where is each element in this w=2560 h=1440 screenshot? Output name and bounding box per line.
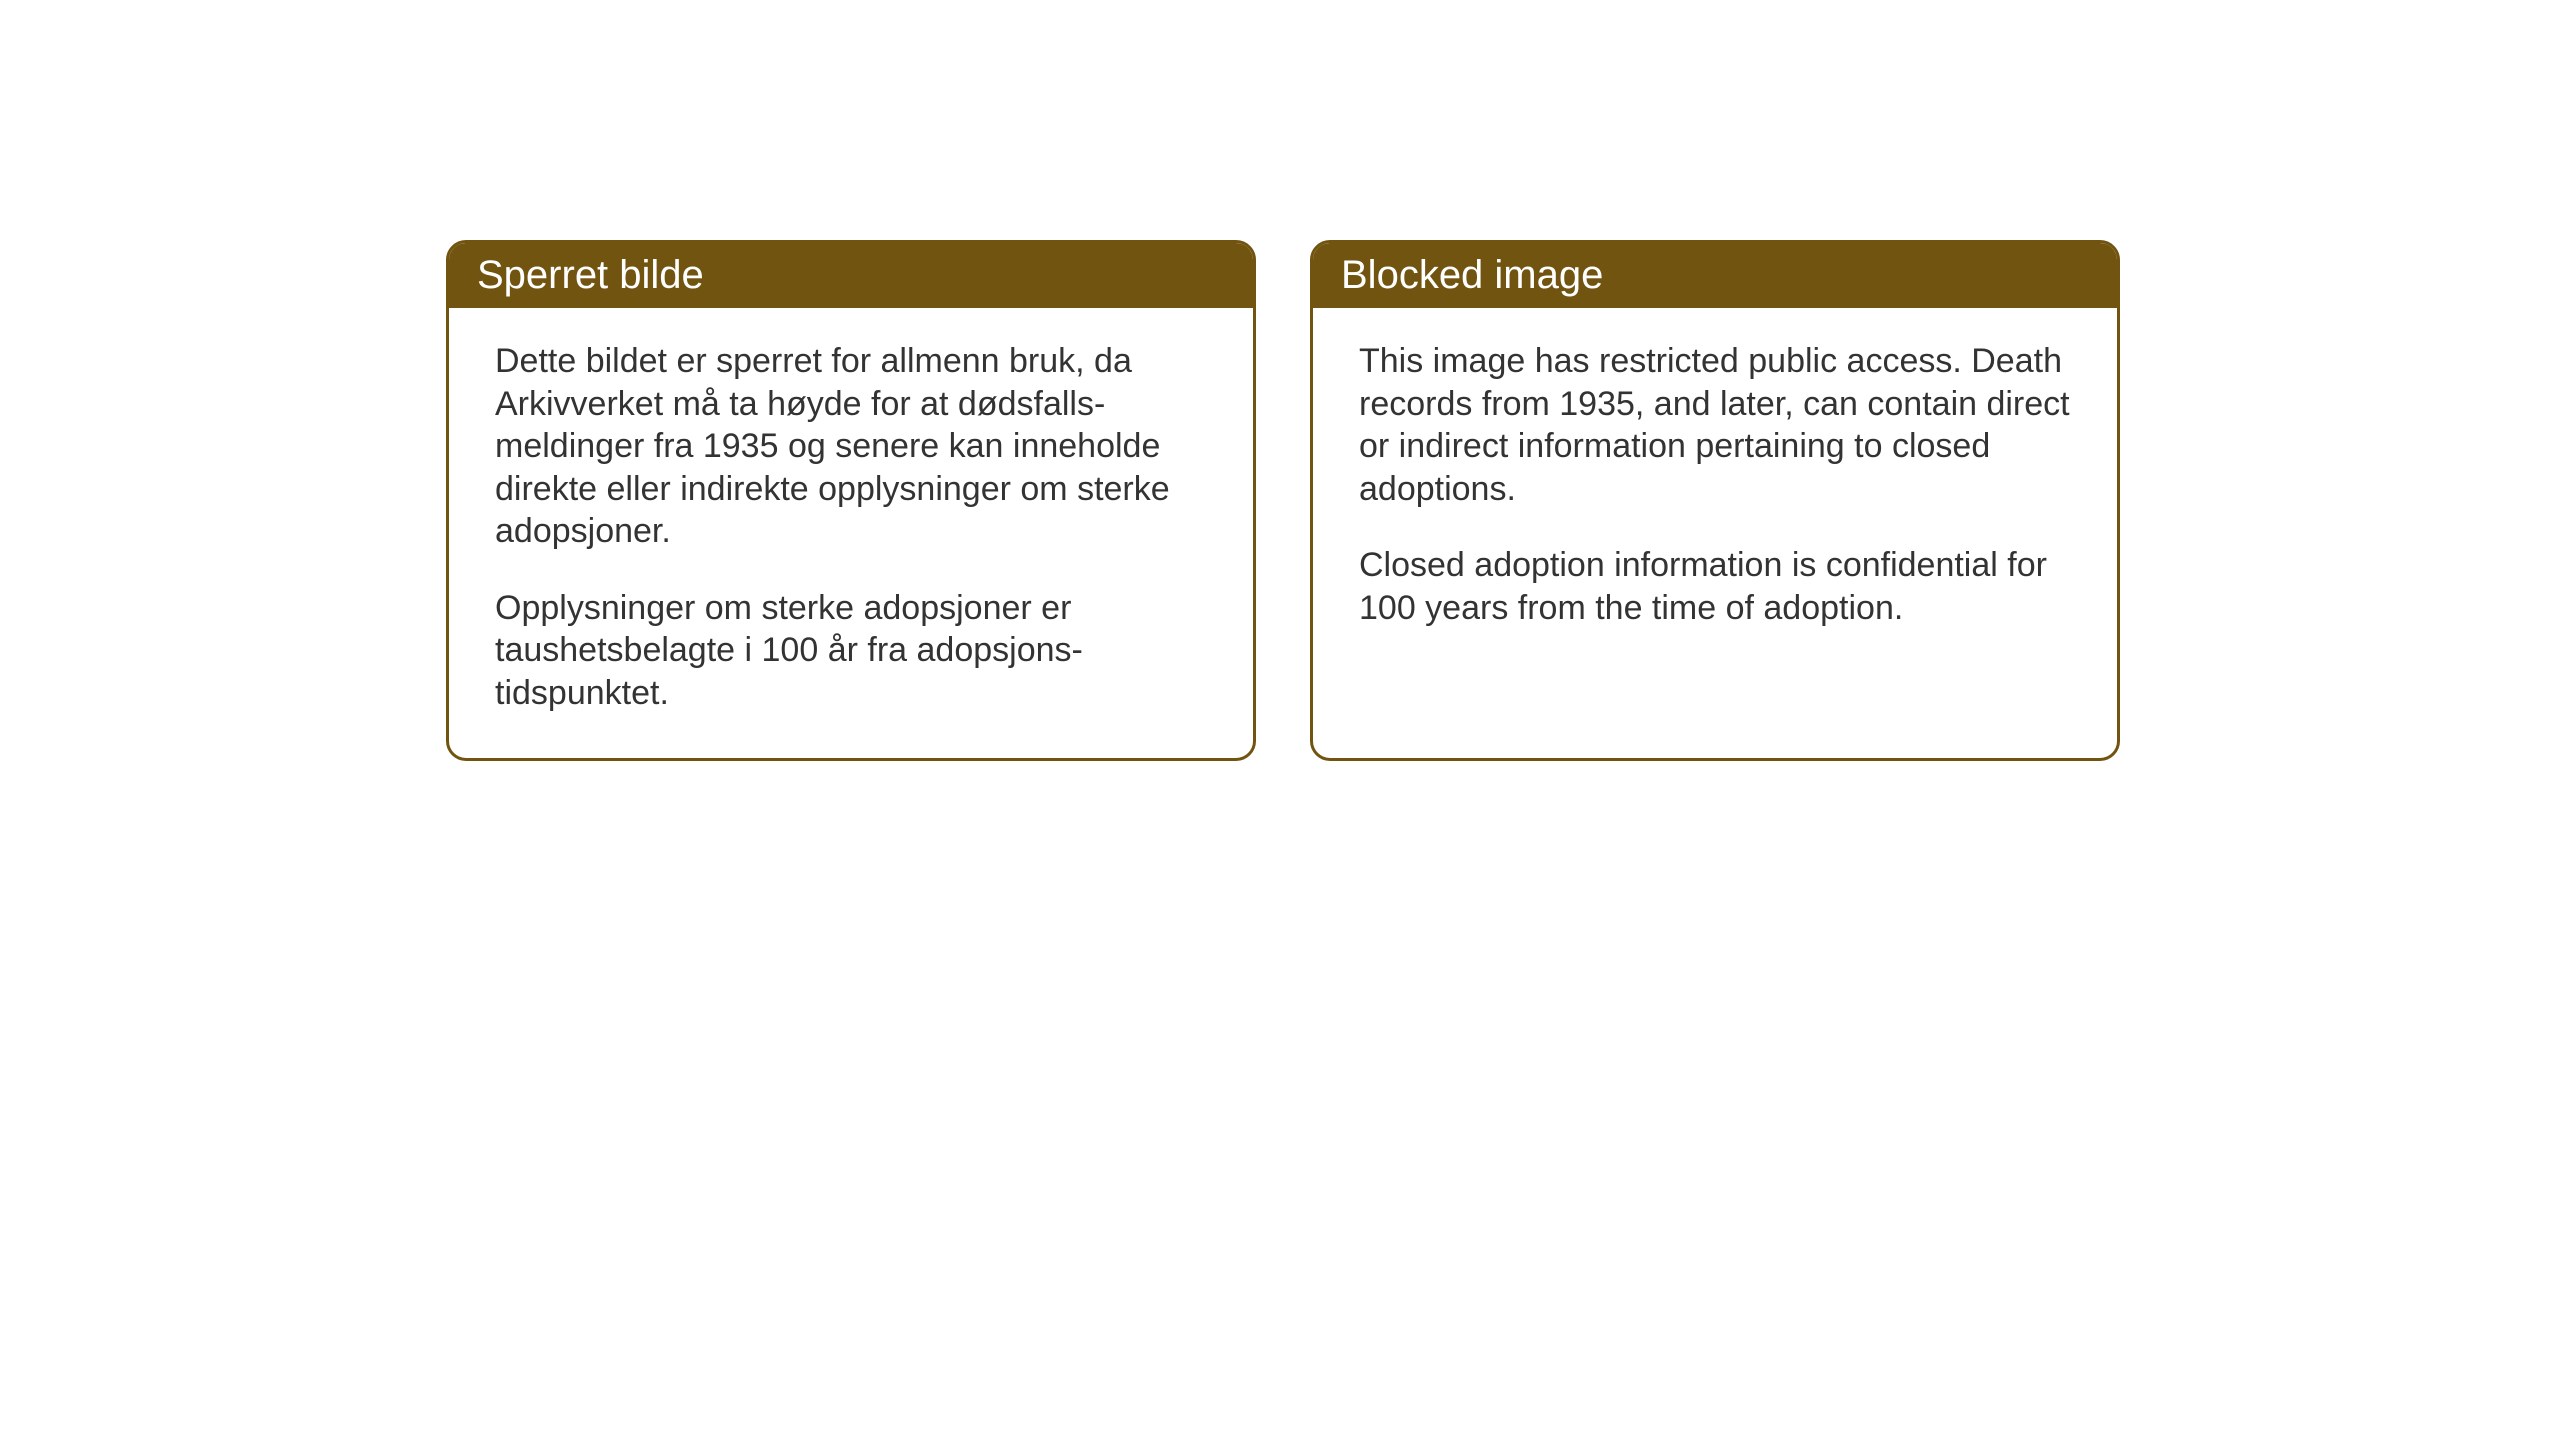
card-english-header: Blocked image bbox=[1313, 243, 2117, 308]
card-norwegian-header: Sperret bilde bbox=[449, 243, 1253, 308]
card-english-title: Blocked image bbox=[1341, 253, 1603, 297]
card-english-paragraph-1: This image has restricted public access.… bbox=[1359, 340, 2071, 510]
card-norwegian: Sperret bilde Dette bildet er sperret fo… bbox=[446, 240, 1256, 761]
card-english-paragraph-2: Closed adoption information is confident… bbox=[1359, 544, 2071, 629]
card-norwegian-paragraph-1: Dette bildet er sperret for allmenn bruk… bbox=[495, 340, 1207, 553]
card-norwegian-body: Dette bildet er sperret for allmenn bruk… bbox=[449, 308, 1253, 758]
card-english: Blocked image This image has restricted … bbox=[1310, 240, 2120, 761]
card-english-body: This image has restricted public access.… bbox=[1313, 308, 2117, 673]
card-norwegian-paragraph-2: Opplysninger om sterke adopsjoner er tau… bbox=[495, 587, 1207, 715]
card-norwegian-title: Sperret bilde bbox=[477, 253, 704, 297]
cards-container: Sperret bilde Dette bildet er sperret fo… bbox=[446, 240, 2120, 761]
